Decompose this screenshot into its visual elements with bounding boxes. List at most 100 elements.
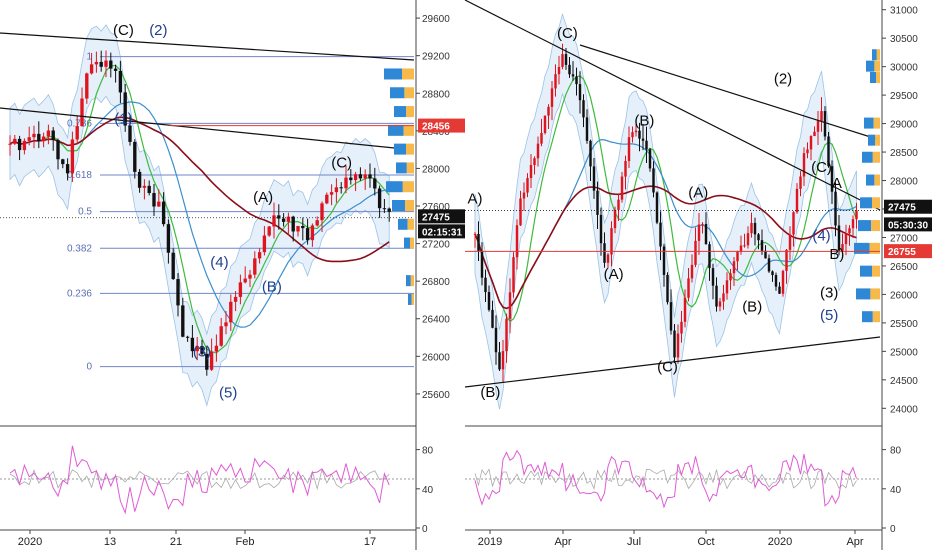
trend-line: [0, 107, 415, 151]
volume-profile-bar: [406, 106, 414, 118]
candle-body: [596, 190, 599, 215]
price-tag: [418, 224, 466, 239]
candle-body: [281, 218, 286, 222]
price-tag-label: 05:30:30: [888, 220, 928, 231]
candle-body: [190, 337, 195, 352]
moving-average-fast: [474, 75, 858, 323]
volume-profile-bar: [406, 275, 411, 287]
candle-body: [631, 132, 634, 138]
price-tag-label: 27475: [888, 203, 916, 214]
candle-body: [368, 174, 372, 179]
volume-profile-bar: [876, 49, 880, 61]
candle-body: [238, 282, 243, 297]
trend-line: [0, 32, 415, 61]
rsi-tick-label: 40: [890, 485, 902, 496]
x-tick-label: 2020: [18, 536, 42, 548]
y-tick-label: 27000: [890, 233, 918, 244]
candle-body: [89, 64, 94, 74]
rsi-tick-label: 40: [422, 485, 434, 496]
volume-profile-bar: [407, 218, 414, 230]
candle-body: [774, 275, 778, 287]
candle-body: [599, 214, 603, 244]
candle-body: [536, 143, 540, 159]
candle-body: [799, 176, 802, 189]
candle-body: [603, 243, 606, 263]
candle-body: [329, 192, 334, 195]
candle-body: [310, 225, 315, 241]
candle-body: [547, 106, 550, 116]
candle-body: [620, 176, 624, 200]
volume-profile-bar: [872, 151, 880, 163]
candle-body: [498, 352, 501, 370]
candle-body: [673, 330, 676, 358]
candle-body: [224, 322, 228, 327]
y-tick-label: 28000: [890, 177, 918, 188]
candle-body: [353, 174, 358, 181]
candle-body: [806, 149, 809, 154]
wave-label: (4): [210, 254, 228, 271]
candle-body: [533, 158, 536, 166]
candle-body: [501, 351, 505, 370]
candle-body: [181, 305, 185, 337]
candle-body: [65, 164, 70, 174]
candle-body: [301, 225, 305, 229]
candle-body: [634, 130, 638, 133]
candle-body: [243, 278, 247, 283]
candle-body: [487, 292, 491, 310]
candle-body: [571, 74, 575, 77]
volume-profile-bar: [408, 293, 412, 305]
x-tick-label: 2019: [478, 536, 502, 548]
candle-body: [655, 192, 659, 223]
candle-body: [142, 185, 147, 188]
wave-label: (5): [219, 385, 237, 402]
candle-body: [373, 178, 377, 189]
candle-body: [229, 301, 233, 323]
volume-profile-bar: [406, 143, 414, 155]
candle-body: [680, 321, 683, 334]
x-tick-label: 17: [364, 536, 376, 548]
wave-label: (C): [113, 22, 134, 39]
fib-level-label: 0: [86, 362, 92, 373]
candle-body: [248, 274, 252, 279]
candle-body: [526, 178, 529, 193]
volume-profile-bar: [870, 288, 880, 300]
volume-profile-bar: [394, 106, 406, 118]
candle-body: [641, 138, 645, 141]
candle-body: [147, 185, 151, 194]
candle-body: [613, 209, 617, 229]
x-tick-label: Oct: [697, 536, 714, 548]
candle-body: [834, 191, 837, 226]
candle-body: [8, 143, 12, 145]
candle-body: [161, 201, 166, 225]
candle-body: [550, 88, 554, 107]
candle-body: [195, 345, 199, 352]
volume-profile-bar: [872, 311, 880, 323]
volume-profile-bar: [402, 68, 414, 80]
fib-level-label: 0.5: [78, 207, 92, 218]
candle-body: [344, 177, 348, 189]
candle-body: [113, 68, 118, 71]
candle-body: [711, 268, 715, 286]
volume-profile-bar: [403, 124, 414, 136]
candle-body: [575, 76, 578, 85]
candle-body: [41, 136, 46, 142]
candle-body: [617, 199, 620, 210]
candle-body: [767, 258, 771, 272]
wave-label: (A): [604, 266, 624, 283]
candle-body: [363, 174, 367, 179]
candle-body: [128, 125, 132, 142]
x-tick-label: 13: [104, 536, 116, 548]
candle-body: [683, 297, 687, 322]
candle-body: [13, 138, 17, 144]
y-tick-label: 30000: [890, 63, 918, 74]
x-tick-label: 21: [170, 536, 182, 548]
candle-body: [46, 130, 51, 137]
candle-body: [176, 279, 180, 306]
candle-body: [750, 222, 753, 234]
volume-profile-bar: [872, 265, 880, 277]
candle-body: [272, 215, 276, 227]
price-tag: [884, 244, 932, 259]
candle-body: [305, 228, 310, 241]
candle-body: [848, 228, 851, 234]
price-tag-label: 26755: [888, 247, 916, 258]
